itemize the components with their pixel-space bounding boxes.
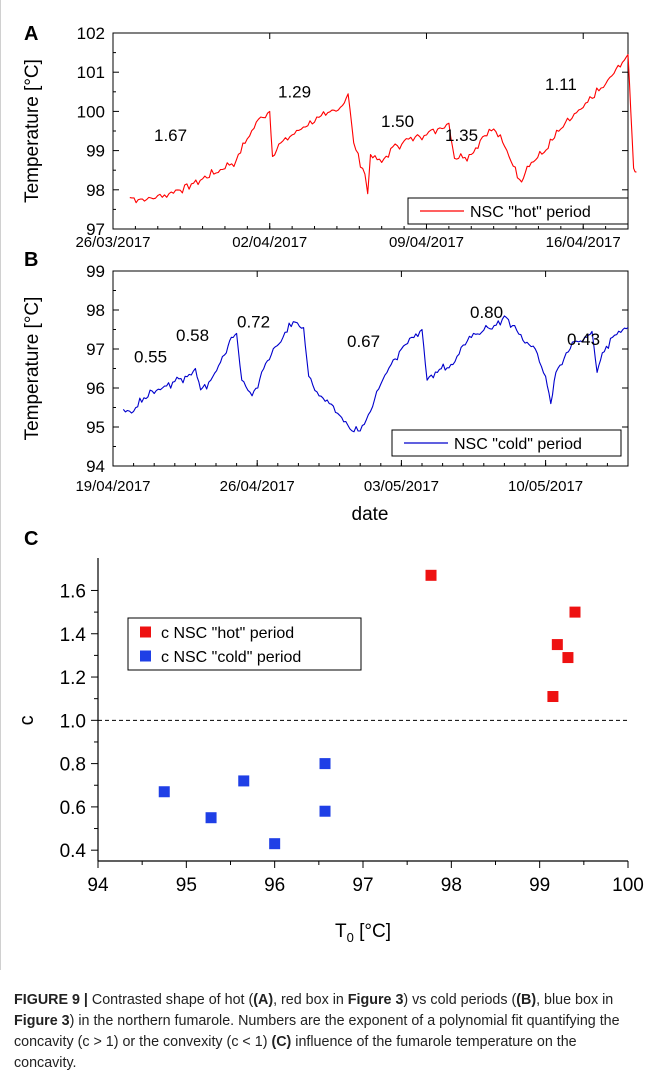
panel-c-x-axis-label-unit: [°C] — [354, 921, 391, 942]
panel-b-legend-label: NSC "cold" period — [454, 436, 582, 453]
panel-b-concavity-label: 0.58 — [176, 326, 209, 345]
panel-b-y-tick-label: 97 — [86, 340, 105, 359]
panel-b-y-tick-label: 94 — [86, 457, 105, 476]
panel-c-cold-point — [319, 805, 331, 817]
panel-c-x-axis-label-subscript: 0 — [347, 930, 354, 945]
caption-text-run: , blue box in — [536, 992, 614, 1008]
panel-c-legend-label: c NSC "hot" period — [161, 625, 294, 642]
panel-c-cold-point — [319, 758, 331, 770]
panel-c-x-tick-label: 97 — [352, 875, 373, 896]
panel-c-legend-label: c NSC "cold" period — [161, 649, 301, 666]
panel-a-legend-label: NSC "hot" period — [470, 204, 591, 221]
panel-c-panel-letter: C — [24, 528, 38, 550]
caption-bold-run: (B) — [516, 992, 537, 1008]
panel-c-cold-point — [205, 812, 217, 824]
panel-c-y-tick-label: 0.4 — [60, 841, 87, 862]
caption-body: Contrasted shape of hot ((A), red box in… — [14, 992, 620, 1071]
panel-a-y-tick-label: 102 — [77, 24, 105, 43]
panel-c-y-tick-label: 1.6 — [60, 581, 86, 602]
caption-bold-run: Figure 3 — [347, 992, 404, 1008]
panel-c-y-tick-label: 1.2 — [60, 668, 86, 689]
panel-a-series-line — [129, 54, 637, 204]
panel-b-concavity-label: 0.55 — [134, 348, 167, 367]
panel-a-concavity-label: 1.35 — [445, 126, 478, 145]
panel-c-hot-point — [569, 606, 581, 618]
panel-b-concavity-label: 0.72 — [237, 313, 270, 332]
panel-c-cold-point — [238, 775, 250, 787]
panel-c-legend-box — [127, 617, 362, 671]
figure-left-border — [0, 0, 1, 970]
panel-b-y-tick-label: 98 — [86, 301, 105, 320]
caption-text-run: Contrasted shape of hot ( — [87, 992, 254, 1008]
panel-b-y-tick-label: 96 — [86, 379, 105, 398]
panel-b-concavity-label: 0.67 — [347, 332, 380, 351]
panel-c-x-tick-label: 94 — [87, 875, 109, 896]
panel-b-x-tick-label: 19/04/2017 — [75, 478, 150, 495]
caption-bold-run: (C) — [271, 1034, 292, 1050]
panel-c-y-tick-label: 0.8 — [60, 755, 86, 776]
panel-c-cold-point — [158, 786, 170, 798]
caption-text-run: influence of the fumarole temperature on… — [14, 1034, 577, 1071]
caption-text-run: ) vs cold periods ( — [403, 992, 517, 1008]
panel-c-hot-point — [547, 691, 559, 703]
panel-c-cold-point — [269, 838, 281, 850]
figure-label: FIGURE 9 | — [14, 992, 88, 1008]
caption-bold-run: (A) — [253, 992, 274, 1008]
panel-c-hot-point — [425, 569, 437, 581]
panel-a-x-tick-label: 09/04/2017 — [389, 234, 464, 251]
panel-c-y-tick-label: 1.0 — [60, 711, 86, 732]
panel-a-y-tick-label: 101 — [77, 63, 105, 82]
panel-c-y-tick-label: 1.4 — [60, 625, 87, 646]
panel-a-x-tick-label: 16/04/2017 — [546, 234, 621, 251]
figure-9-chart-panels: 97 98 99 100 101 102 26/03/2017 02/04/2017 09/04… — [16, 23, 644, 945]
panel-a-x-tick-label: 26/03/2017 — [75, 234, 150, 251]
panel-b-y-tick-label: 99 — [86, 262, 105, 281]
panel-b-concavity-label: 0.43 — [567, 330, 600, 349]
panel-c-hot-point — [562, 652, 574, 664]
panel-b-panel-letter: B — [24, 249, 38, 271]
panel-c-x-tick-label: 100 — [612, 875, 644, 896]
panel-c-x-axis-label: T0 [°C] — [335, 921, 391, 945]
figure-caption: FIGURE 9 | Contrasted shape of hot ((A),… — [14, 990, 638, 1074]
panel-b-y-tick-label: 95 — [86, 418, 105, 437]
panel-c-x-tick-label: 99 — [529, 875, 550, 896]
panel-a-concavity-label: 1.11 — [545, 75, 577, 94]
panel-a-y-tick-label: 100 — [77, 102, 105, 121]
panel-b-concavity-label: 0.80 — [470, 303, 503, 322]
panel-b-y-axis-label: Temperature [°C] — [22, 297, 43, 441]
caption-text-run: , red box in — [273, 992, 348, 1008]
panel-a-concavity-label: 1.50 — [381, 112, 414, 131]
panel-c-y-tick-label: 0.6 — [60, 798, 86, 819]
panel-a-y-axis-label: Temperature [°C] — [22, 59, 43, 203]
panel-b-x-tick-label: 26/04/2017 — [220, 478, 295, 495]
panel-a-y-tick-label: 97 — [86, 220, 105, 239]
panel-a-x-tick-label: 02/04/2017 — [232, 234, 307, 251]
caption-text-run: ) in the northern fumarole. Numbers are … — [14, 1013, 620, 1050]
panel-a-concavity-label: 1.67 — [154, 126, 187, 145]
panel-a-y-tick-label: 99 — [86, 142, 105, 161]
panel-b-x-tick-label: 03/05/2017 — [364, 478, 439, 495]
panel-b-x-axis-label: date — [352, 504, 389, 525]
caption-bold-run: Figure 3 — [14, 1013, 70, 1029]
panel-c-x-tick-label: 96 — [264, 875, 285, 896]
panel-a-panel-letter: A — [24, 23, 38, 45]
panel-c-legend-swatch — [140, 626, 151, 638]
panel-c-y-axis-label: c — [16, 715, 38, 725]
panel-c-hot-point — [551, 639, 563, 651]
panel-c-legend-swatch — [140, 650, 151, 662]
panel-c-x-tick-label: 98 — [441, 875, 462, 896]
panel-a-concavity-label: 1.29 — [278, 83, 311, 102]
panel-b-series-line — [122, 315, 629, 433]
panel-a-y-tick-label: 98 — [86, 181, 105, 200]
panel-c-x-axis-label-main: T — [335, 921, 347, 942]
panel-c-x-tick-label: 95 — [176, 875, 197, 896]
panel-b-x-tick-label: 10/05/2017 — [508, 478, 583, 495]
